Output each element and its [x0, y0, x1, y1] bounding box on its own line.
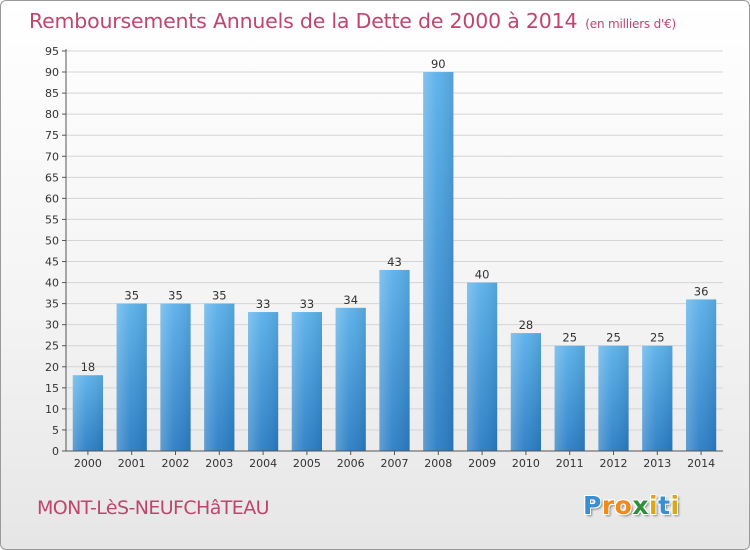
y-tick-label: 10 — [45, 403, 59, 416]
x-tick-label: 2000 — [74, 457, 102, 470]
bar-shine — [510, 333, 542, 451]
bar-2008 — [423, 72, 454, 451]
bar-2011 — [554, 345, 585, 451]
x-tick-label: 2014 — [687, 457, 715, 470]
logo-letter: x — [632, 491, 649, 520]
data-label: 25 — [606, 331, 621, 345]
bar-2004 — [247, 312, 279, 451]
bar-shine — [72, 375, 104, 451]
y-tick-label: 60 — [45, 192, 59, 205]
bar-shine — [598, 345, 629, 451]
logo-letter: P — [583, 491, 602, 520]
logo-letter: r — [601, 491, 615, 520]
proxiti-logo: Proxiti — [583, 491, 680, 520]
y-tick-label: 70 — [45, 150, 59, 163]
bar-shine — [116, 303, 147, 451]
bar-2010 — [510, 333, 542, 451]
bar-2006 — [335, 307, 366, 451]
y-tick-label: 0 — [52, 445, 59, 458]
bar-2012 — [598, 345, 629, 451]
data-label: 18 — [81, 360, 96, 374]
bar-shine — [291, 312, 323, 451]
logo-letter: t — [658, 491, 671, 520]
x-tick-label: 2002 — [162, 457, 190, 470]
y-tick-label: 40 — [45, 277, 59, 290]
x-tick-label: 2008 — [424, 457, 452, 470]
x-tick-label: 2012 — [600, 457, 628, 470]
bar-2005 — [291, 312, 323, 451]
x-tick-label: 2004 — [249, 457, 277, 470]
x-tick-label: 2011 — [556, 457, 584, 470]
data-label: 25 — [562, 331, 577, 345]
x-tick-label: 2010 — [512, 457, 540, 470]
data-label: 28 — [519, 318, 534, 332]
bar-2000 — [72, 375, 104, 451]
chart-title: Remboursements Annuels de la Dette de 20… — [29, 9, 676, 33]
bar-shine — [423, 72, 454, 451]
x-tick-label: 2007 — [381, 457, 409, 470]
y-tick-label: 25 — [45, 340, 59, 353]
bar-2007 — [379, 269, 410, 451]
data-label: 33 — [256, 297, 271, 311]
bars — [72, 72, 717, 451]
data-label: 43 — [387, 255, 402, 269]
bar-shine — [247, 312, 279, 451]
bar-shine — [160, 303, 191, 451]
x-tick-label: 2006 — [337, 457, 365, 470]
x-tick-label: 2009 — [468, 457, 496, 470]
bar-shine — [466, 282, 498, 451]
y-tick-label: 15 — [45, 382, 59, 395]
y-tick-label: 80 — [45, 108, 59, 121]
data-label: 35 — [168, 289, 183, 303]
y-tick-label: 5 — [52, 424, 59, 437]
bar-2003 — [204, 303, 235, 451]
bar-shine — [642, 345, 673, 451]
data-label: 36 — [694, 284, 709, 298]
data-label: 25 — [650, 331, 665, 345]
x-tick-label: 2013 — [643, 457, 671, 470]
y-tick-label: 30 — [45, 319, 59, 332]
y-tick-label: 35 — [45, 298, 59, 311]
y-tick-label: 85 — [45, 87, 59, 100]
y-tick-label: 65 — [45, 171, 59, 184]
x-tick-label: 2003 — [205, 457, 233, 470]
logo-letter: i — [670, 491, 680, 520]
y-tick-label: 75 — [45, 129, 59, 142]
y-tick-label: 95 — [45, 45, 59, 58]
bar-2013 — [642, 345, 673, 451]
x-tick-label: 2005 — [293, 457, 321, 470]
chart-unit: (en milliers d'€) — [585, 17, 677, 31]
y-tick-label: 45 — [45, 256, 59, 269]
data-label: 35 — [124, 289, 139, 303]
x-tick-label: 2001 — [118, 457, 146, 470]
data-labels: 18 35 35 35 33 33 34 43 90 40 28 25 25 25 36 — [81, 57, 709, 374]
y-tick-labels: 0 5 10 15 20 25 30 35 40 45 50 55 60 65 70 75 80 85 90 95 — [45, 45, 59, 458]
bar-2002 — [160, 303, 191, 451]
axes — [62, 49, 723, 455]
y-tick-label: 90 — [45, 66, 59, 79]
bar-shine — [379, 269, 410, 451]
bar-shine — [204, 303, 235, 451]
bar-2001 — [116, 303, 147, 451]
city-name: MONT-LèS-NEUFCHâTEAU — [37, 497, 270, 519]
logo-letter: o — [614, 491, 633, 520]
bar-shine — [335, 307, 366, 451]
x-tick-labels: 2000 2001 2002 2003 2004 2005 2006 2007 2008 2009… — [74, 457, 715, 470]
y-tick-label: 55 — [45, 213, 59, 226]
bar-2014 — [685, 299, 717, 451]
data-label: 33 — [300, 297, 315, 311]
logo-letter: i — [649, 491, 659, 520]
y-tick-label: 50 — [45, 234, 59, 247]
data-label: 90 — [431, 57, 446, 71]
bar-2009 — [466, 282, 498, 451]
data-label: 34 — [343, 293, 358, 307]
chart-title-text: Remboursements Annuels de la Dette de 20… — [29, 9, 578, 33]
data-label: 35 — [212, 289, 227, 303]
y-tick-label: 20 — [45, 361, 59, 374]
data-label: 40 — [475, 268, 490, 282]
bar-shine — [554, 345, 585, 451]
bar-shine — [685, 299, 717, 451]
